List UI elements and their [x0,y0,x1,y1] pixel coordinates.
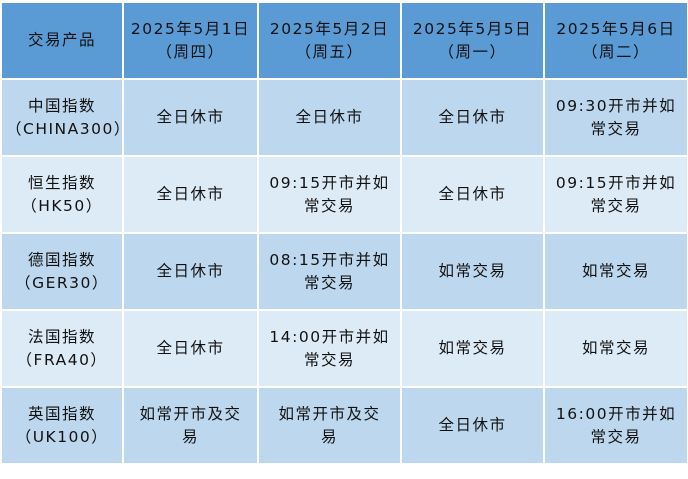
schedule-cell: 如常交易 [543,309,688,388]
cell-text: （HK50） [21,196,103,215]
header-text: 2025年5月6日 [556,19,676,38]
header-product: 交易产品 [0,1,124,80]
header-text: 2025年5月2日 [269,19,390,38]
cell-text: 全日休市 [438,185,507,203]
product-cell: 英国指数 （UK100） [0,386,124,465]
cell-text: 如常开市及交 [139,404,242,423]
cell-text: 常交易 [590,196,642,215]
cell-text: 全日休市 [156,339,225,357]
cell-text: 如常交易 [438,339,507,357]
cell-text: 常交易 [303,273,355,292]
cell-text: 09:15开市并如 [555,173,677,192]
cell-text: 德国指数 [27,250,96,269]
cell-text: 易 [320,427,338,446]
cell-text: 常交易 [590,427,642,446]
cell-text: 如常开市及交 [278,404,381,423]
cell-text: 如常交易 [581,339,650,357]
cell-text: 法国指数 [27,327,96,346]
table-row: 恒生指数 （HK50） 全日休市 09:15开市并如 常交易 全日休市 09:15开市并如常… [0,155,688,234]
header-date: 2025年5月2日 （周五） [257,1,402,80]
schedule-cell: 全日休市 [400,155,545,234]
header-date: 2025年5月5日 （周一） [400,1,545,80]
cell-text: 全日休市 [295,108,364,126]
schedule-cell: 09:30开市并如 常交易 [543,78,688,157]
schedule-cell: 如常交易 [400,232,545,311]
schedule-cell: 08:15开市并如 常交易 [257,232,402,311]
table-row: 英国指数 （UK100） 如常开市及交易如常开市及交易全日休市 16:00开市并如 常交… [0,386,688,465]
schedule-cell: 全日休市 [122,232,259,311]
schedule-cell: 全日休市 [400,386,545,465]
cell-text: 全日休市 [156,108,225,126]
cell-text: 如常交易 [581,262,650,280]
cell-text: 16:00开市并如 [555,404,677,423]
header-text: （周四） [156,42,225,61]
cell-text: 08:15开市并如 [269,250,390,269]
schedule-cell: 09:15开市并如 常交易 [543,155,688,234]
cell-text: 14:00开市并如 [269,327,390,346]
cell-text: 如常交易 [438,262,507,280]
cell-text: （FRA40） [16,350,108,369]
cell-text: 恒生指数 [27,173,96,192]
header-text: （周五） [295,42,364,61]
product-cell: 中国指数 （CHINA300） [0,78,131,157]
schedule-cell: 如常开市及交易 [122,386,259,465]
header-text: （周一） [438,42,507,61]
cell-text: （GER30） [15,273,109,292]
header-text: 交易产品 [27,31,96,49]
holiday-trading-schedule-table: 交易产品 2025年5月1日 （周四） 2025年5月2日 （周五） 2025年5月5日 （… [0,1,688,465]
header-text: 2025年5月5日 [412,19,533,38]
header-row: 交易产品 2025年5月1日 （周四） 2025年5月2日 （周五） 2025年5月5日 （… [0,1,688,80]
schedule-cell: 全日休市 [122,309,259,388]
schedule-cell: 09:15开市并如 常交易 [257,155,402,234]
cell-text: 常交易 [303,350,355,369]
table-row: 中国指数 （CHINA300） 全日休市 全日休市 全日休市 09:30开市并如 常交易 [0,78,688,157]
schedule-cell: 全日休市 [400,78,545,157]
schedule-cell: 全日休市 [122,78,259,157]
product-cell: 德国指数 （GER30） [0,232,124,311]
cell-text: 全日休市 [438,108,507,126]
table-row: 法国指数 （FRA40） 全日休市 14:00开市并如 常交易 如常交易 如常交易 [0,309,688,388]
cell-text: 09:30开市并如 [555,96,677,115]
cell-text: 易 [181,427,199,446]
product-cell: 恒生指数 （HK50） [0,155,124,234]
table-row: 德国指数 （GER30） 全日休市 08:15开市并如 常交易 如常交易 如常交易 [0,232,688,311]
schedule-cell: 16:00开市并如 常交易 [543,386,688,465]
cell-text: （UK100） [15,427,109,446]
header-date: 2025年5月6日 （周二） [543,1,688,80]
header-text: 2025年5月1日 [130,19,251,38]
header-text: （周二） [581,42,650,61]
schedule-cell: 如常开市及交易 [257,386,402,465]
cell-text: 09:15开市并如 [269,173,390,192]
cell-text: 常交易 [303,196,355,215]
schedule-cell: 全日休市 [122,155,259,234]
cell-text: 全日休市 [156,262,225,280]
cell-text: 常交易 [590,119,642,138]
cell-text: （CHINA300） [6,119,131,138]
schedule-cell: 如常交易 [543,232,688,311]
header-date: 2025年5月1日 （周四） [122,1,259,80]
cell-text: 英国指数 [27,404,96,423]
cell-text: 中国指数 [27,96,96,115]
schedule-cell: 14:00开市并如 常交易 [257,309,402,388]
schedule-cell: 全日休市 [257,78,402,157]
product-cell: 法国指数 （FRA40） [0,309,124,388]
cell-text: 全日休市 [438,416,507,434]
cell-text: 全日休市 [156,185,225,203]
schedule-cell: 如常交易 [400,309,545,388]
